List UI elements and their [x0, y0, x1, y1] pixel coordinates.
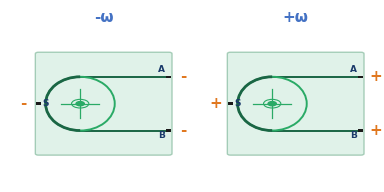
- Bar: [36, 103, 41, 105]
- FancyBboxPatch shape: [227, 52, 364, 155]
- Text: -: -: [180, 123, 187, 138]
- Circle shape: [268, 102, 276, 106]
- Bar: [167, 129, 171, 132]
- Text: +: +: [209, 96, 222, 111]
- Bar: [228, 103, 233, 105]
- Text: -: -: [21, 96, 27, 111]
- Text: A: A: [350, 65, 357, 74]
- Text: +: +: [369, 69, 382, 84]
- FancyBboxPatch shape: [35, 52, 172, 155]
- Text: A: A: [158, 65, 165, 74]
- Text: S: S: [234, 99, 241, 108]
- Text: S: S: [42, 99, 49, 108]
- Bar: [167, 75, 171, 78]
- Circle shape: [76, 102, 84, 106]
- Text: -ω: -ω: [94, 10, 113, 25]
- Text: -: -: [180, 69, 187, 84]
- Text: B: B: [350, 131, 357, 140]
- Bar: [359, 129, 364, 132]
- Text: +ω: +ω: [283, 10, 309, 25]
- Bar: [359, 75, 364, 78]
- Text: +: +: [369, 123, 382, 138]
- Text: B: B: [158, 131, 165, 140]
